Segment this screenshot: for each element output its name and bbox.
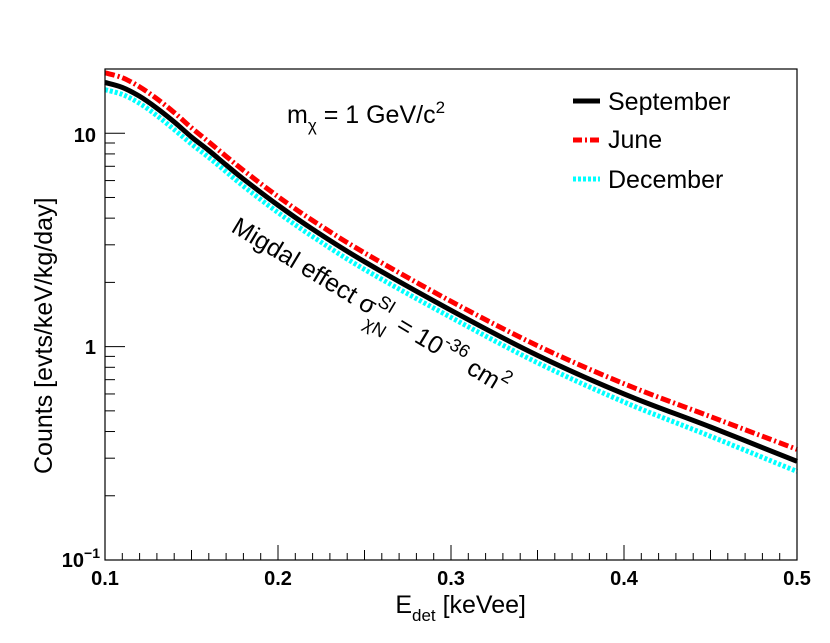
series-line-september: [104, 80, 798, 464]
legend-label-june: June: [608, 126, 662, 154]
legend-label-september: September: [608, 88, 730, 116]
legend: September June December: [573, 88, 730, 194]
x-tick-labels: 0.1 0.2 0.3 0.4 0.5: [91, 568, 811, 590]
x-tick-label-0.1: 0.1: [91, 568, 119, 590]
series-line-december: [104, 87, 798, 474]
legend-label-december: December: [608, 166, 723, 194]
y-axis-title: Counts [evts/keV/kg/day]: [30, 197, 58, 474]
minor-ticks: [105, 68, 781, 560]
y-tick-label-10: 10: [74, 125, 96, 147]
x-tick-label-0.2: 0.2: [264, 568, 292, 590]
x-tick-label-0.5: 0.5: [783, 568, 811, 590]
mass-annotation: mχ = 1 GeV/c2: [287, 98, 445, 135]
plot-frame: [104, 68, 798, 561]
x-axis-title: Edet [keVee]: [395, 591, 526, 625]
y-tick-label-1: 1: [85, 337, 96, 359]
series-line-june: [104, 70, 798, 452]
series-layer: [104, 70, 798, 474]
y-tick-labels: 10 1 10−1: [62, 125, 100, 572]
y-tick-label-0.1: 10−1: [62, 545, 100, 572]
x-tick-label-0.3: 0.3: [437, 568, 465, 590]
x-tick-label-0.4: 0.4: [610, 568, 639, 590]
